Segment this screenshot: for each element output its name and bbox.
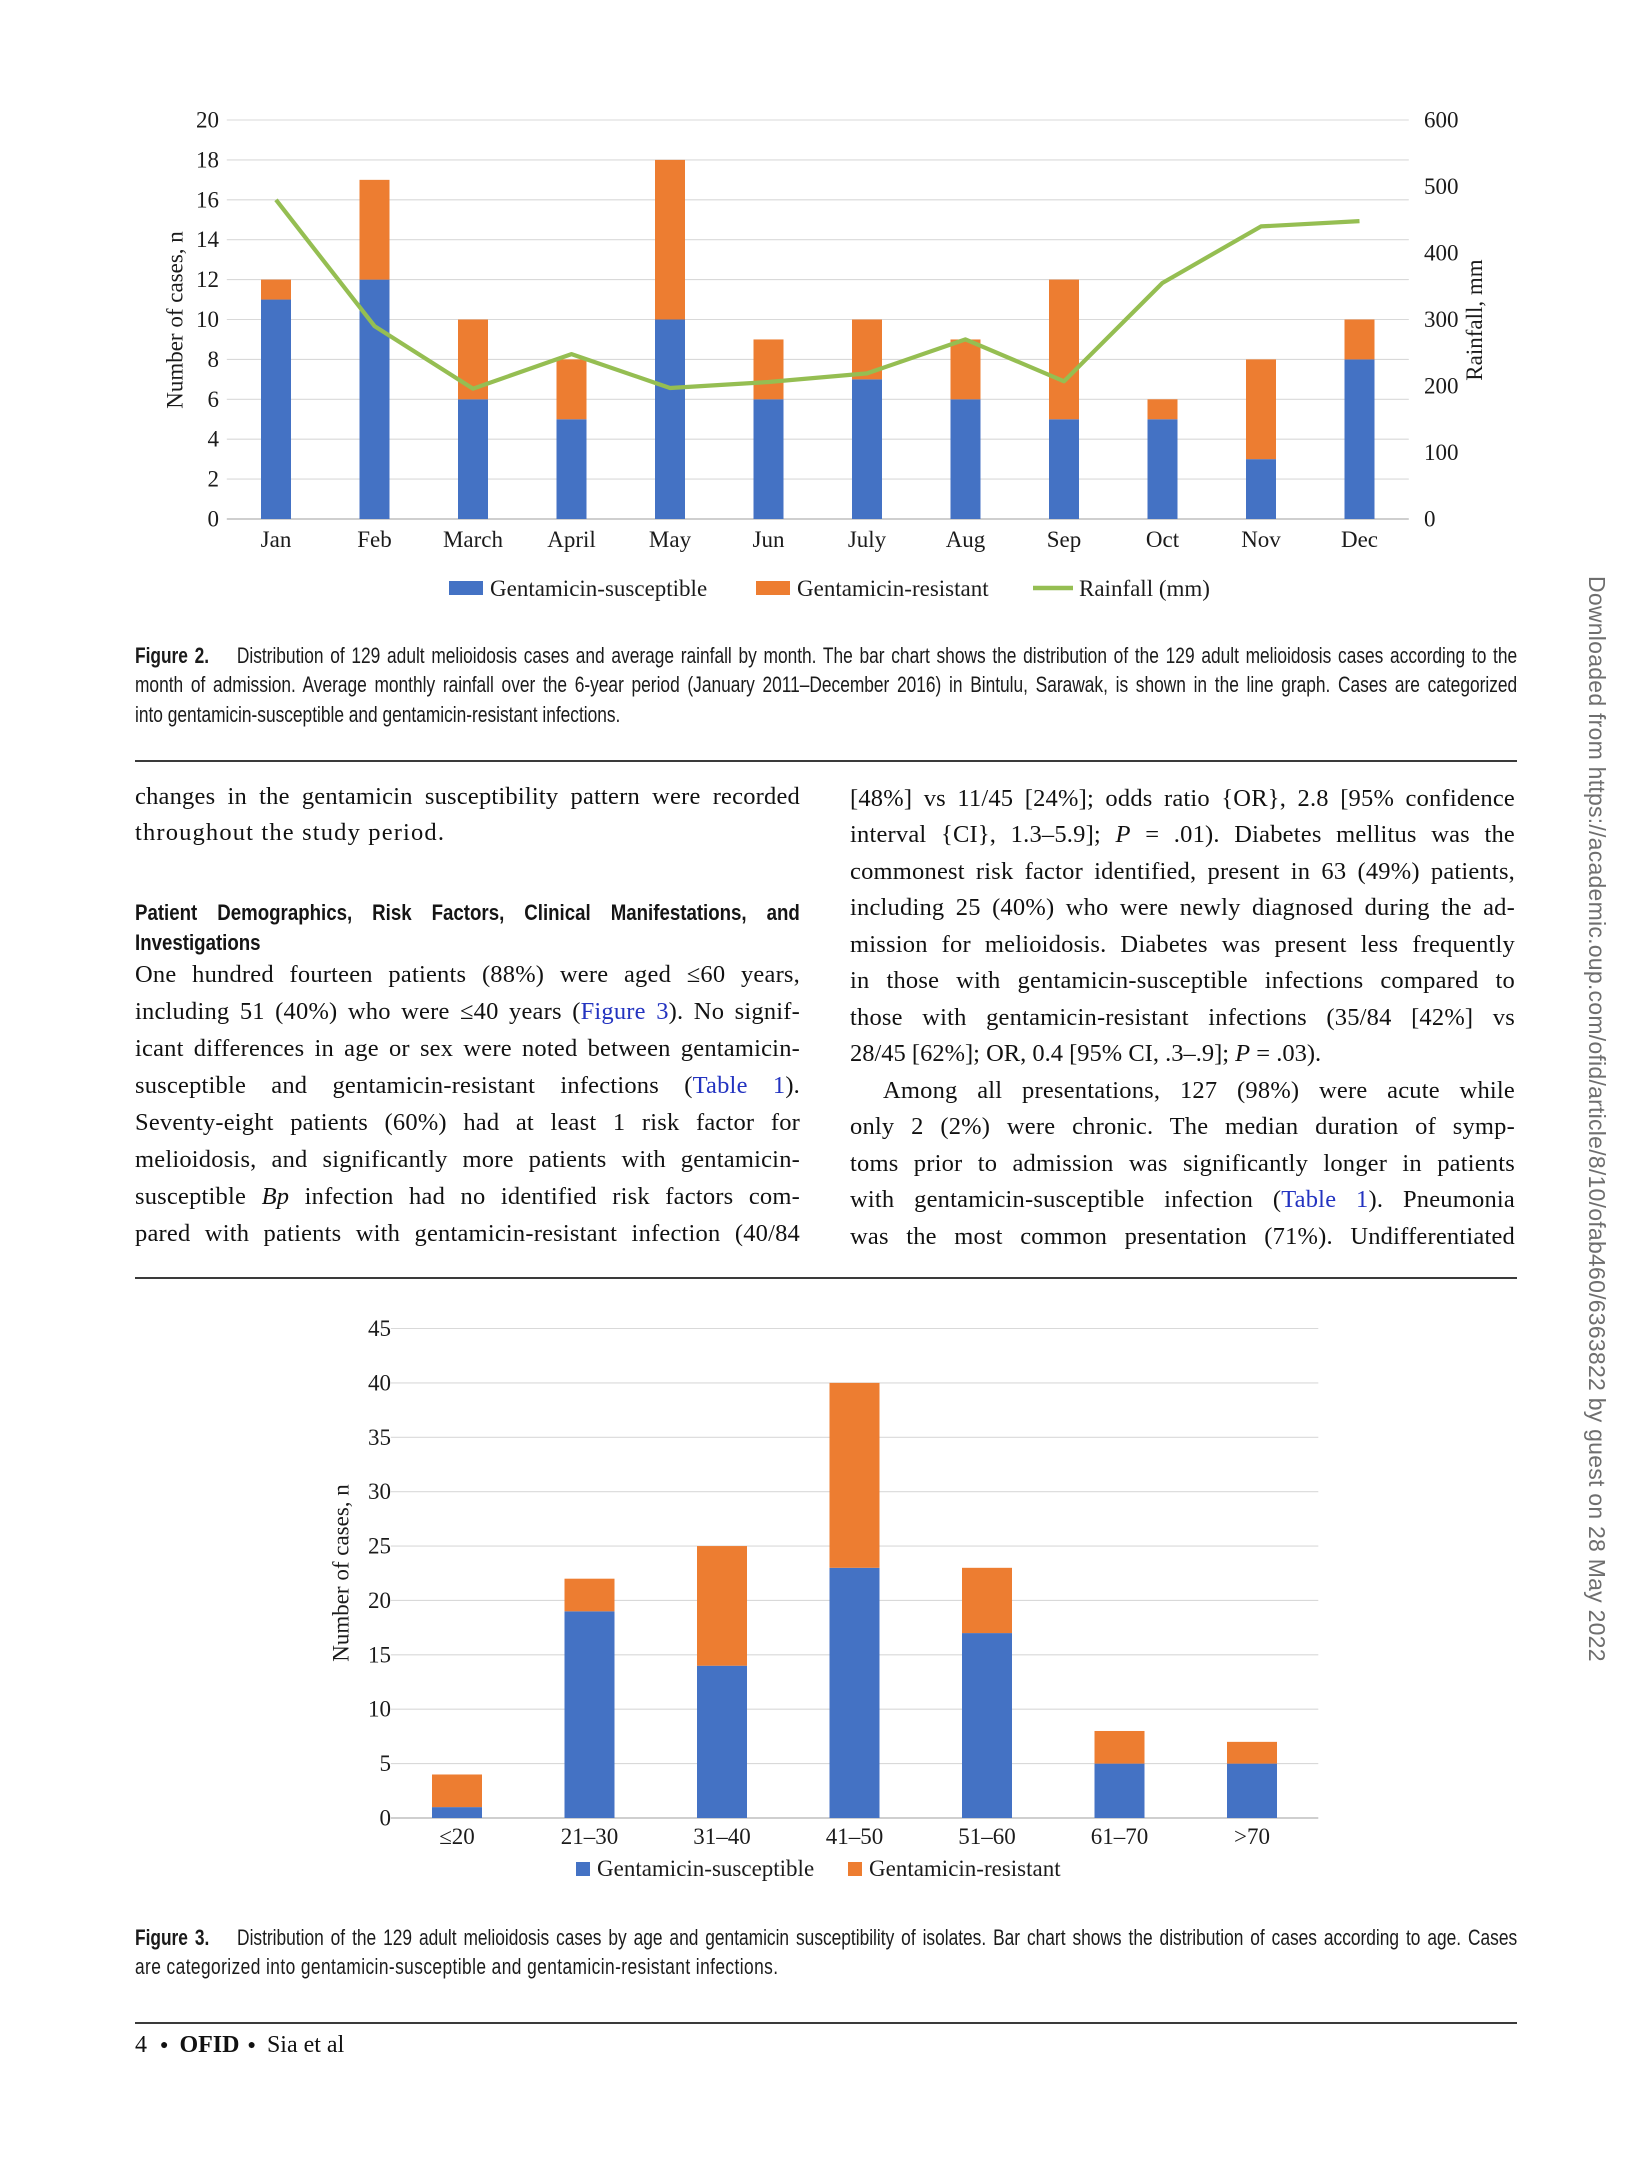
svg-text:Gentamicin-resistant: Gentamicin-resistant [797,576,989,601]
svg-text:18: 18 [196,147,219,172]
svg-text:4: 4 [208,427,220,452]
svg-text:21–30: 21–30 [561,1824,619,1849]
svg-text:35: 35 [368,1425,391,1450]
svg-text:>70: >70 [1234,1824,1270,1849]
svg-text:≤20: ≤20 [439,1824,475,1849]
svg-text:600: 600 [1424,108,1459,133]
svg-text:61–70: 61–70 [1091,1824,1149,1849]
svg-text:14: 14 [196,227,220,252]
svg-text:Gentamicin-susceptible: Gentamicin-susceptible [490,576,707,601]
svg-text:May: May [649,527,692,552]
svg-text:Jan: Jan [261,527,292,552]
svg-text:Sep: Sep [1047,527,1082,552]
svg-text:Number of cases, n: Number of cases, n [163,231,188,409]
svg-text:41–50: 41–50 [826,1824,884,1849]
svg-text:Aug: Aug [946,527,986,552]
svg-text:2: 2 [208,467,220,492]
svg-text:300: 300 [1424,307,1459,332]
svg-text:Gentamicin-resistant: Gentamicin-resistant [869,1856,1061,1881]
svg-text:30: 30 [368,1479,391,1504]
svg-text:40: 40 [368,1370,391,1395]
svg-text:12: 12 [196,267,219,292]
svg-text:Number of cases, n: Number of cases, n [329,1484,354,1662]
svg-text:100: 100 [1424,440,1459,465]
svg-text:Rainfall, mm: Rainfall, mm [1462,259,1487,380]
svg-text:500: 500 [1424,174,1459,199]
svg-text:July: July [848,527,887,552]
svg-text:6: 6 [208,387,220,412]
svg-text:16: 16 [196,187,219,212]
svg-text:400: 400 [1424,241,1459,266]
svg-text:15: 15 [368,1642,391,1667]
svg-text:0: 0 [380,1806,392,1831]
svg-text:31–40: 31–40 [693,1824,751,1849]
svg-text:20: 20 [368,1588,391,1613]
svg-text:200: 200 [1424,374,1459,399]
svg-text:10: 10 [368,1697,391,1722]
svg-text:45: 45 [368,1316,391,1341]
svg-text:25: 25 [368,1534,391,1559]
svg-text:5: 5 [380,1751,392,1776]
svg-text:20: 20 [196,108,219,133]
svg-text:Jun: Jun [753,527,785,552]
svg-text:10: 10 [196,307,219,332]
svg-text:Nov: Nov [1241,527,1281,552]
svg-text:Gentamicin-susceptible: Gentamicin-susceptible [597,1856,814,1881]
svg-text:51–60: 51–60 [958,1824,1016,1849]
svg-text:8: 8 [208,347,220,372]
svg-text:Rainfall (mm): Rainfall (mm) [1079,576,1210,601]
svg-text:Dec: Dec [1341,527,1378,552]
svg-text:0: 0 [1424,507,1436,532]
svg-text:Feb: Feb [357,527,392,552]
svg-text:0: 0 [208,507,220,532]
svg-text:Oct: Oct [1146,527,1180,552]
svg-text:March: March [443,527,504,552]
svg-text:April: April [547,527,596,552]
